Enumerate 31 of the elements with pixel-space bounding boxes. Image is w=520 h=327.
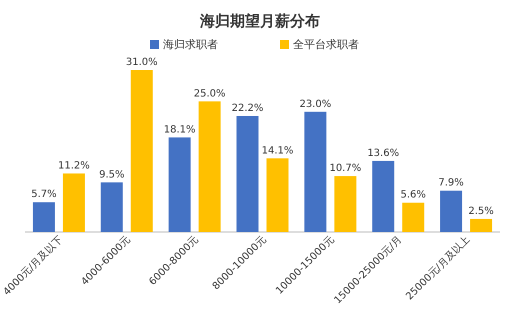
- data-label: 11.2%: [58, 160, 90, 172]
- bar: [402, 202, 424, 232]
- bar: [198, 101, 221, 232]
- legend-label: 全平台求职者: [293, 38, 359, 51]
- bar: [62, 173, 85, 232]
- data-label: 7.9%: [438, 178, 464, 189]
- chart-title: 海归期望月薪分布: [199, 12, 320, 30]
- data-label: 5.6%: [400, 190, 426, 201]
- legend-label: 海归求职者: [163, 38, 218, 51]
- bar: [470, 218, 492, 232]
- bar: [236, 116, 258, 232]
- data-label: 5.7%: [31, 189, 57, 200]
- bar: [334, 176, 356, 232]
- bar: [440, 190, 462, 232]
- data-label: 9.5%: [99, 169, 124, 180]
- bar: [130, 70, 153, 232]
- bar: [100, 182, 123, 232]
- bar: [372, 160, 394, 232]
- bar: [266, 158, 288, 232]
- bar: [32, 202, 55, 232]
- bar: [304, 112, 326, 232]
- data-label: 10.7%: [329, 163, 362, 174]
- data-label: 2.5%: [468, 206, 494, 217]
- data-label: 22.2%: [232, 102, 264, 114]
- bar: [168, 137, 191, 232]
- data-label: 31.0%: [126, 57, 158, 68]
- data-label: 25.0%: [194, 88, 226, 100]
- data-label: 23.0%: [299, 98, 332, 110]
- data-label: 14.1%: [262, 145, 294, 156]
- data-label: 13.6%: [367, 148, 400, 159]
- data-label: 18.1%: [164, 124, 196, 136]
